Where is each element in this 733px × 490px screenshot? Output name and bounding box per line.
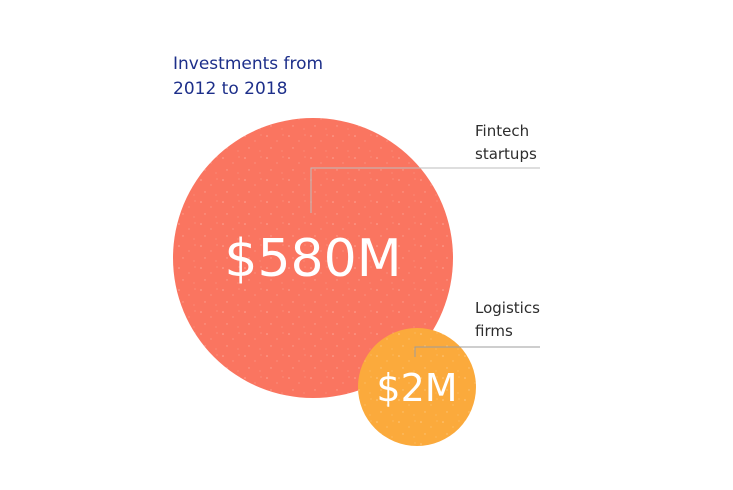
leader-line-logistics bbox=[414, 346, 540, 357]
label-fintech-line-1: Fintech bbox=[475, 122, 529, 140]
leader-line-fintech bbox=[310, 167, 540, 213]
bubble-logistics-texture bbox=[358, 328, 476, 446]
chart-title: Investments from 2012 to 2018 bbox=[173, 52, 323, 102]
label-logistics-line-1: Logistics bbox=[475, 299, 540, 317]
bubble-fintech-value: $580M bbox=[224, 229, 401, 289]
label-logistics-line-2: firms bbox=[475, 322, 513, 340]
chart-title-line-1: Investments from bbox=[173, 54, 324, 74]
label-fintech-line-2: startups bbox=[475, 145, 537, 163]
bubble-fintech-texture bbox=[173, 118, 453, 398]
chart-title-line-2: 2012 to 2018 bbox=[173, 79, 288, 99]
bubble-logistics-value: $2M bbox=[376, 366, 457, 410]
